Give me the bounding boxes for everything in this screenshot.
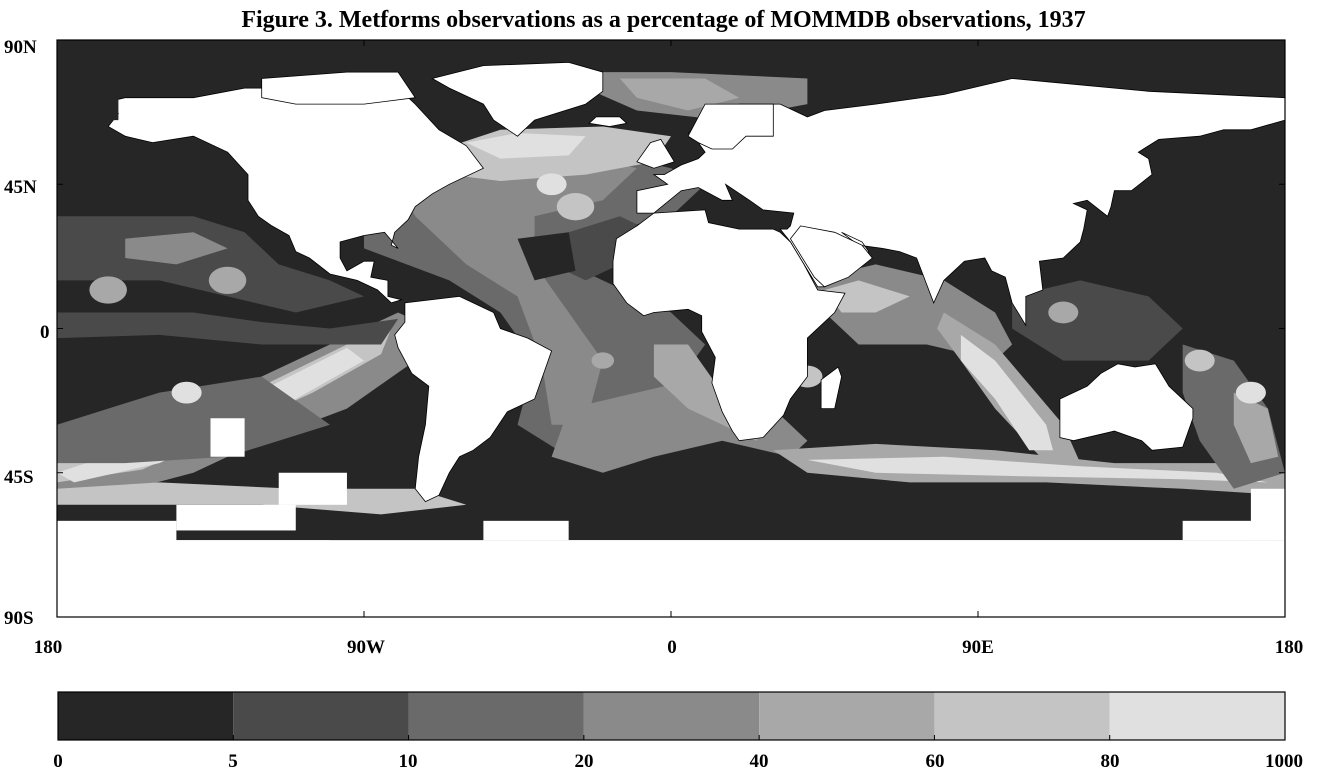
data-patch [1048,301,1079,324]
south-america-land [394,295,553,503]
indian-diagonal-core [960,334,1053,451]
cape-horn-band [57,482,467,515]
colorbar-swatch [58,692,234,740]
arabian-sea-core [824,280,910,313]
colorbar-tick-label: 0 [53,751,63,772]
colorbar-tick-label: 1000 [1265,751,1303,772]
south-pacific-edge [57,376,330,464]
africa-land [612,209,846,442]
colorbar-swatch [233,692,409,740]
colorbar-tick-label: 60 [925,751,945,772]
colorbar-tick-label: 80 [1100,751,1120,772]
colorbar-swatch [583,692,760,740]
north-america-land [96,87,485,304]
atlantic-gap-core [517,232,576,281]
madagascar-land [820,366,843,410]
colorbar-tick-label: 20 [574,751,594,772]
no-data-block [176,504,296,531]
data-patch [89,276,127,304]
indonesia-band [1012,280,1183,361]
no-data-block [278,472,347,505]
arctic-core [619,78,740,111]
colorbar-swatch [934,692,1110,740]
data-patch [208,266,247,295]
colorbar [57,691,1286,741]
no-data-block [483,520,569,541]
colorbar-swatch [759,692,935,740]
atlantic-core [398,152,637,425]
southern-ocean-block [329,520,484,541]
colorbar-swatch [1109,692,1285,740]
north-pacific-core [125,232,228,265]
lon-label-180e: 180 [1274,637,1304,658]
data-patch [591,352,615,369]
arctic-sea-block [57,88,119,121]
british-isles-land [636,138,676,169]
greenland-land [431,61,604,137]
north-atlantic-core [466,133,586,159]
lat-label-90s: 90S [4,608,34,629]
colorbar-swatch [408,692,584,740]
colorbar-frame [57,691,1286,741]
land-mask [57,61,1285,617]
lat-label-90n: 90N [4,37,37,58]
no-data-block [1250,488,1285,541]
chart-title: Figure 3. Metforms observations as a per… [241,7,1086,33]
lat-label-0: 0 [40,322,50,343]
colorbar-tick-label: 5 [228,751,238,772]
equatorial-pacific-band [57,312,399,345]
southwest-pacific-core [1233,392,1279,464]
lon-label-0: 0 [667,637,677,658]
data-patch [556,193,595,221]
lon-label-90w: 90W [347,637,385,658]
lon-label-90e: 90E [962,637,994,658]
data-patch [1235,381,1266,404]
no-data-block [1182,520,1268,541]
no-data-block [57,520,177,544]
lon-label-180w: 180 [33,637,63,658]
no-data-block [210,418,245,457]
data-patch [536,173,567,196]
antarctica-land [57,540,1285,617]
iceland-land [588,116,628,127]
lat-label-45n: 45N [4,177,37,198]
colorbar-tick-label: 10 [398,751,418,772]
australia-land [1059,363,1194,451]
arabia-land [789,225,873,288]
data-patch [171,381,202,404]
eurasia-land [636,78,1285,327]
lat-label-45s: 45S [4,467,34,488]
map-ticks [56,39,1286,618]
data-patch [1184,349,1215,372]
scandinavia-land [687,103,774,150]
arctic-islands-land [261,71,416,105]
colorbar-tick-label: 40 [749,751,769,772]
southern-indian-core [807,456,1268,483]
